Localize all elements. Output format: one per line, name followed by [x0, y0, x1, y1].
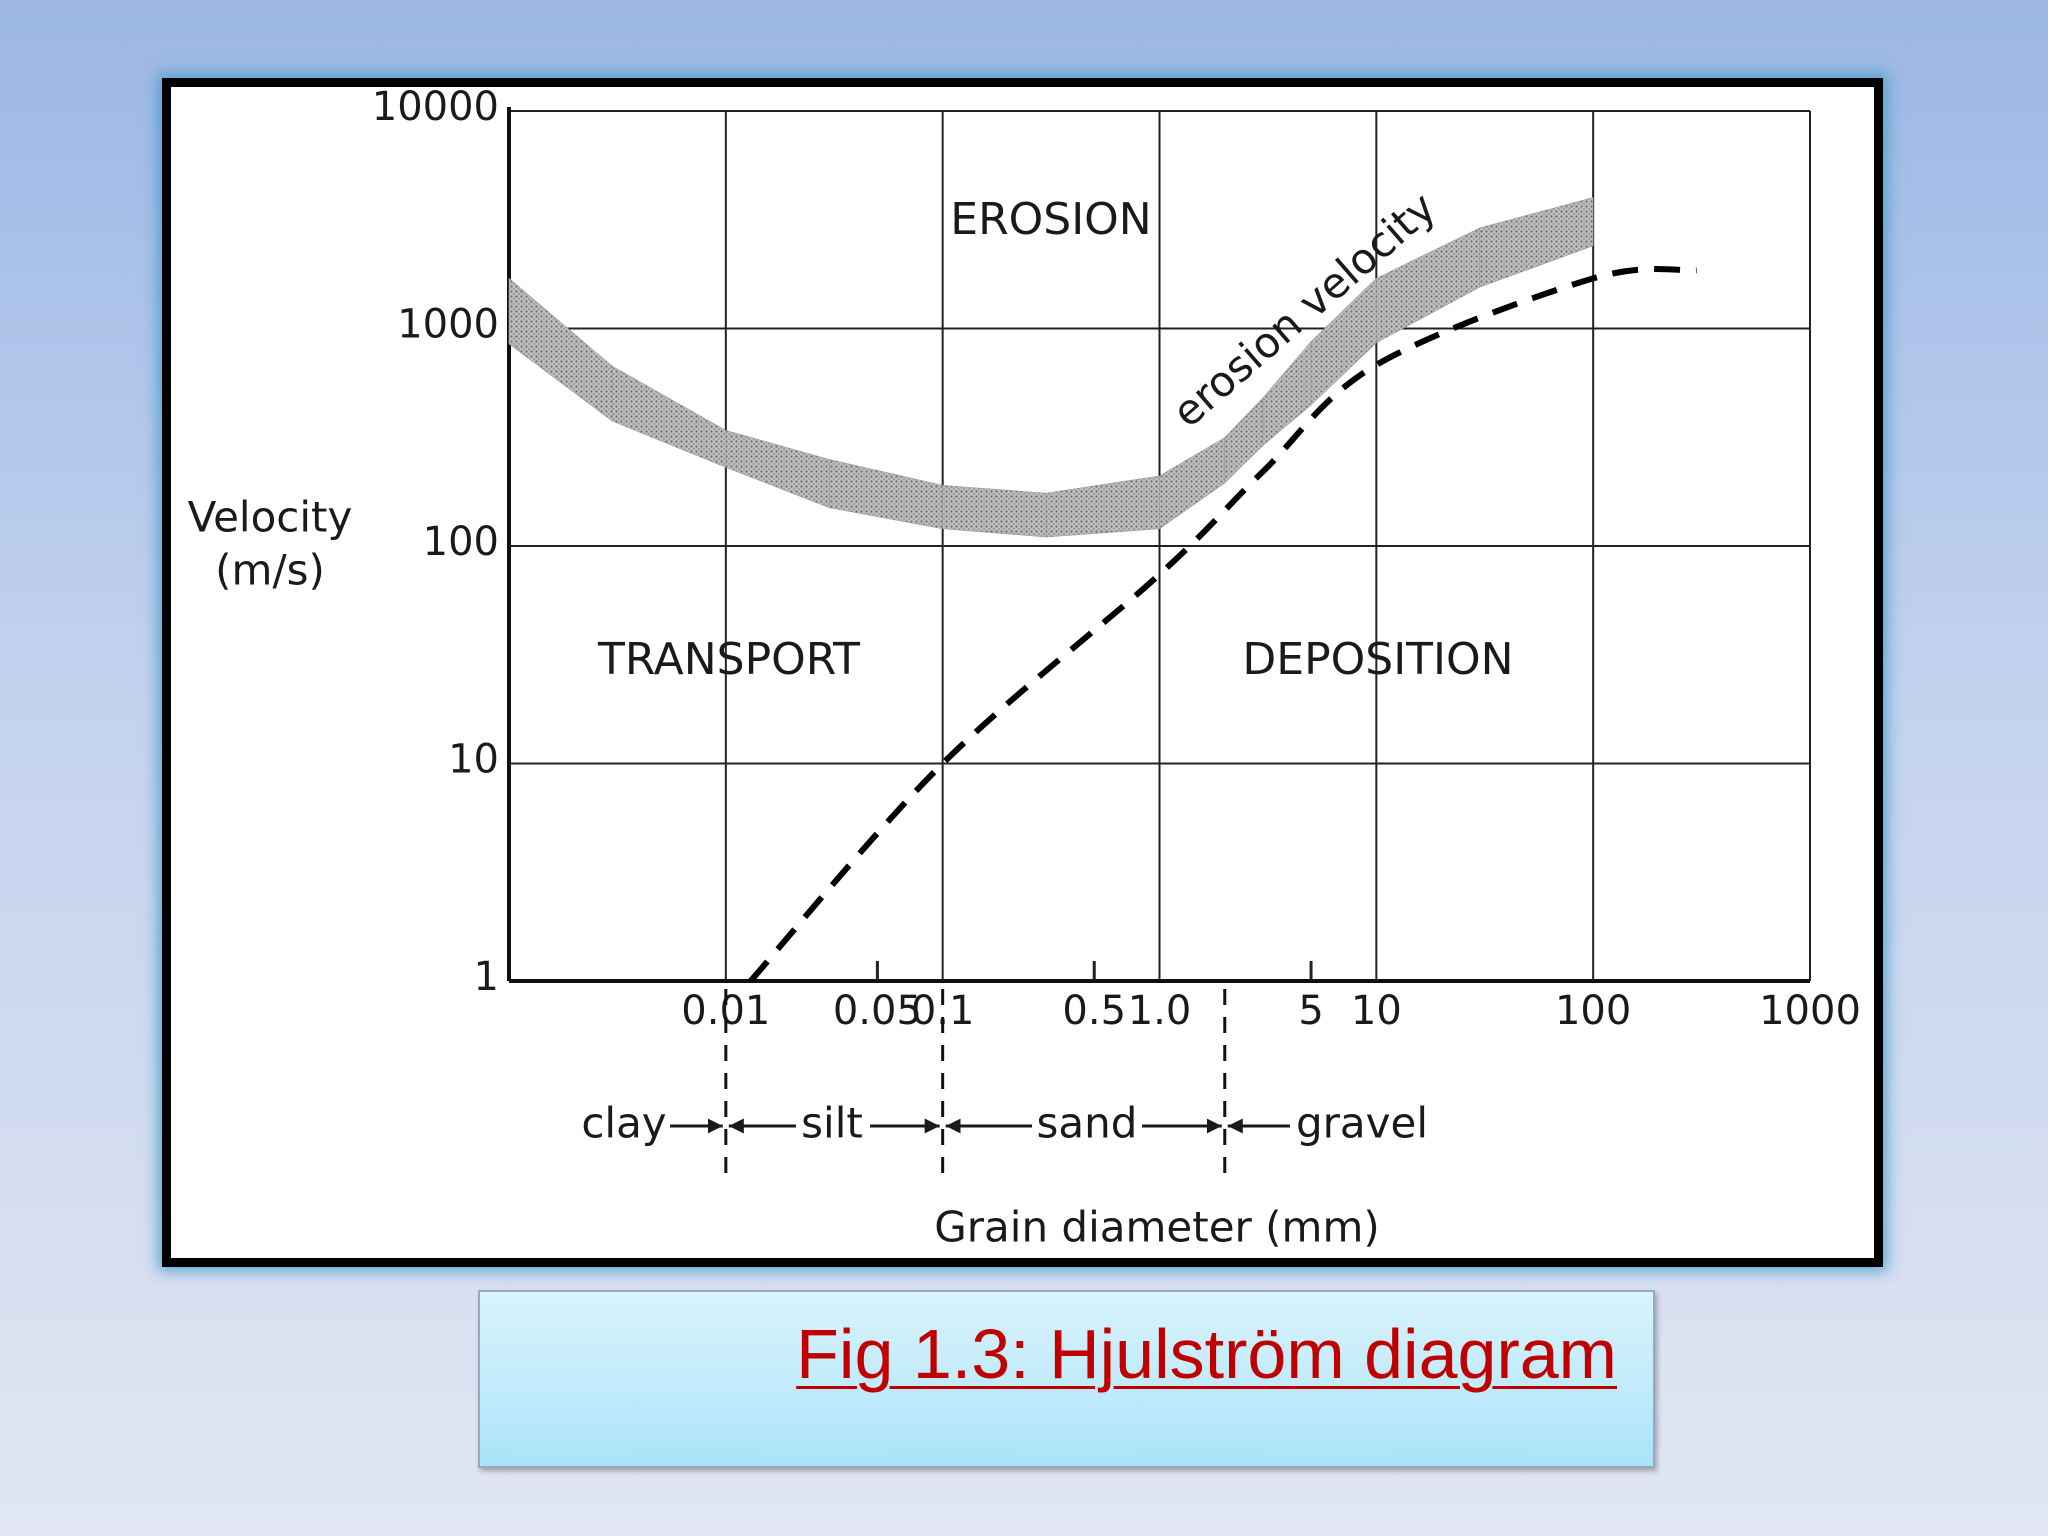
erosion-band — [508, 277, 613, 422]
erosion-band — [828, 459, 943, 530]
x-tick-label: 0.5 — [1062, 988, 1126, 1034]
x-tick-label: 5 — [1298, 988, 1323, 1034]
size-class-label: sand — [1037, 1099, 1138, 1148]
x-tick-label: 100 — [1555, 988, 1631, 1034]
y-tick-label: 1 — [474, 954, 499, 1000]
erosion-band — [725, 430, 830, 509]
x-tick-label: 10 — [1351, 988, 1402, 1034]
y-tick-label: 10 — [448, 737, 499, 783]
x-tick-label: 0.05 — [833, 988, 922, 1034]
erosion-band — [1224, 397, 1264, 484]
size-class-label: clay — [581, 1099, 666, 1148]
caption-link[interactable]: Fig 1.3: Hjulström diagram — [796, 1315, 1617, 1393]
y-axis-label: (m/s) — [215, 546, 325, 595]
caption-box: Fig 1.3: Hjulström diagram — [478, 1290, 1655, 1468]
erosion-band — [942, 485, 1047, 538]
erosion-band — [1479, 197, 1594, 288]
y-axis-label: Velocity — [188, 493, 353, 542]
y-tick-label: 1000 — [397, 302, 499, 348]
y-tick-label: 10000 — [372, 87, 499, 130]
chart-frame: Velocity (m/s) Grain diameter (mm) 1 10 10… — [162, 78, 1883, 1267]
y-tick-label: 100 — [423, 519, 499, 565]
size-class-label: gravel — [1296, 1099, 1428, 1148]
chart: Velocity (m/s) Grain diameter (mm) 1 10 10… — [188, 84, 1861, 1252]
size-class-label: silt — [801, 1099, 863, 1148]
erosion-band — [1045, 475, 1160, 538]
x-tick-label: 1000 — [1759, 988, 1861, 1034]
erosion-band — [612, 365, 727, 468]
region-label: DEPOSITION — [1242, 634, 1513, 685]
region-label: TRANSPORT — [597, 634, 860, 685]
x-tick-label: 1.0 — [1128, 988, 1192, 1034]
deposition-line — [748, 265, 1697, 983]
erosion-band — [1159, 437, 1226, 530]
region-label: EROSION — [950, 194, 1151, 245]
x-axis-label: Grain diameter (mm) — [934, 1203, 1380, 1252]
